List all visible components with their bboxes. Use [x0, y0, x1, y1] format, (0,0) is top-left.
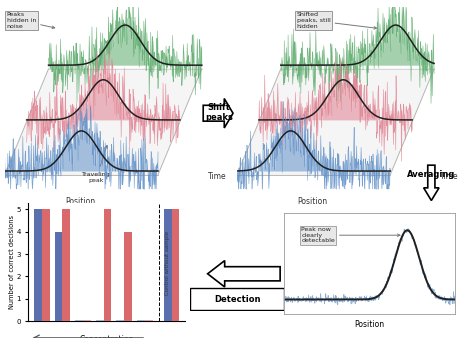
Text: Traveling
peak: Traveling peak: [82, 145, 110, 183]
Text: Time: Time: [440, 172, 459, 181]
Bar: [164, 210, 172, 321]
Bar: [42, 210, 50, 321]
Bar: [104, 210, 111, 321]
Bar: [75, 320, 83, 321]
Text: Position: Position: [298, 197, 328, 206]
Bar: [117, 320, 124, 321]
Text: Peak now
clearly
detectable: Peak now clearly detectable: [301, 227, 400, 243]
FancyArrow shape: [424, 165, 439, 200]
Bar: [137, 320, 145, 321]
Bar: [96, 320, 104, 321]
FancyBboxPatch shape: [190, 288, 284, 310]
Text: Detection: Detection: [214, 295, 260, 304]
Text: Averaging: Averaging: [407, 170, 456, 179]
X-axis label: Concentration: Concentration: [80, 335, 134, 338]
Bar: [34, 210, 42, 321]
Bar: [63, 210, 70, 321]
Polygon shape: [237, 69, 434, 175]
Text: Shifted
peaks, still
hidden: Shifted peaks, still hidden: [297, 12, 376, 29]
Polygon shape: [5, 69, 202, 175]
Bar: [55, 232, 63, 321]
Bar: [124, 232, 132, 321]
FancyArrow shape: [203, 98, 233, 128]
Text: Peaks
hidden in
noise: Peaks hidden in noise: [7, 12, 55, 29]
Text: Control without sample: Control without sample: [165, 231, 171, 295]
Bar: [172, 210, 179, 321]
Y-axis label: Number of correct decisions: Number of correct decisions: [9, 215, 15, 309]
X-axis label: Position: Position: [355, 320, 385, 329]
Text: Position: Position: [65, 197, 95, 206]
Text: Shift
peaks: Shift peaks: [205, 103, 233, 122]
Text: Time: Time: [208, 172, 227, 181]
FancyArrow shape: [208, 261, 280, 287]
Bar: [145, 320, 153, 321]
Bar: [83, 320, 91, 321]
